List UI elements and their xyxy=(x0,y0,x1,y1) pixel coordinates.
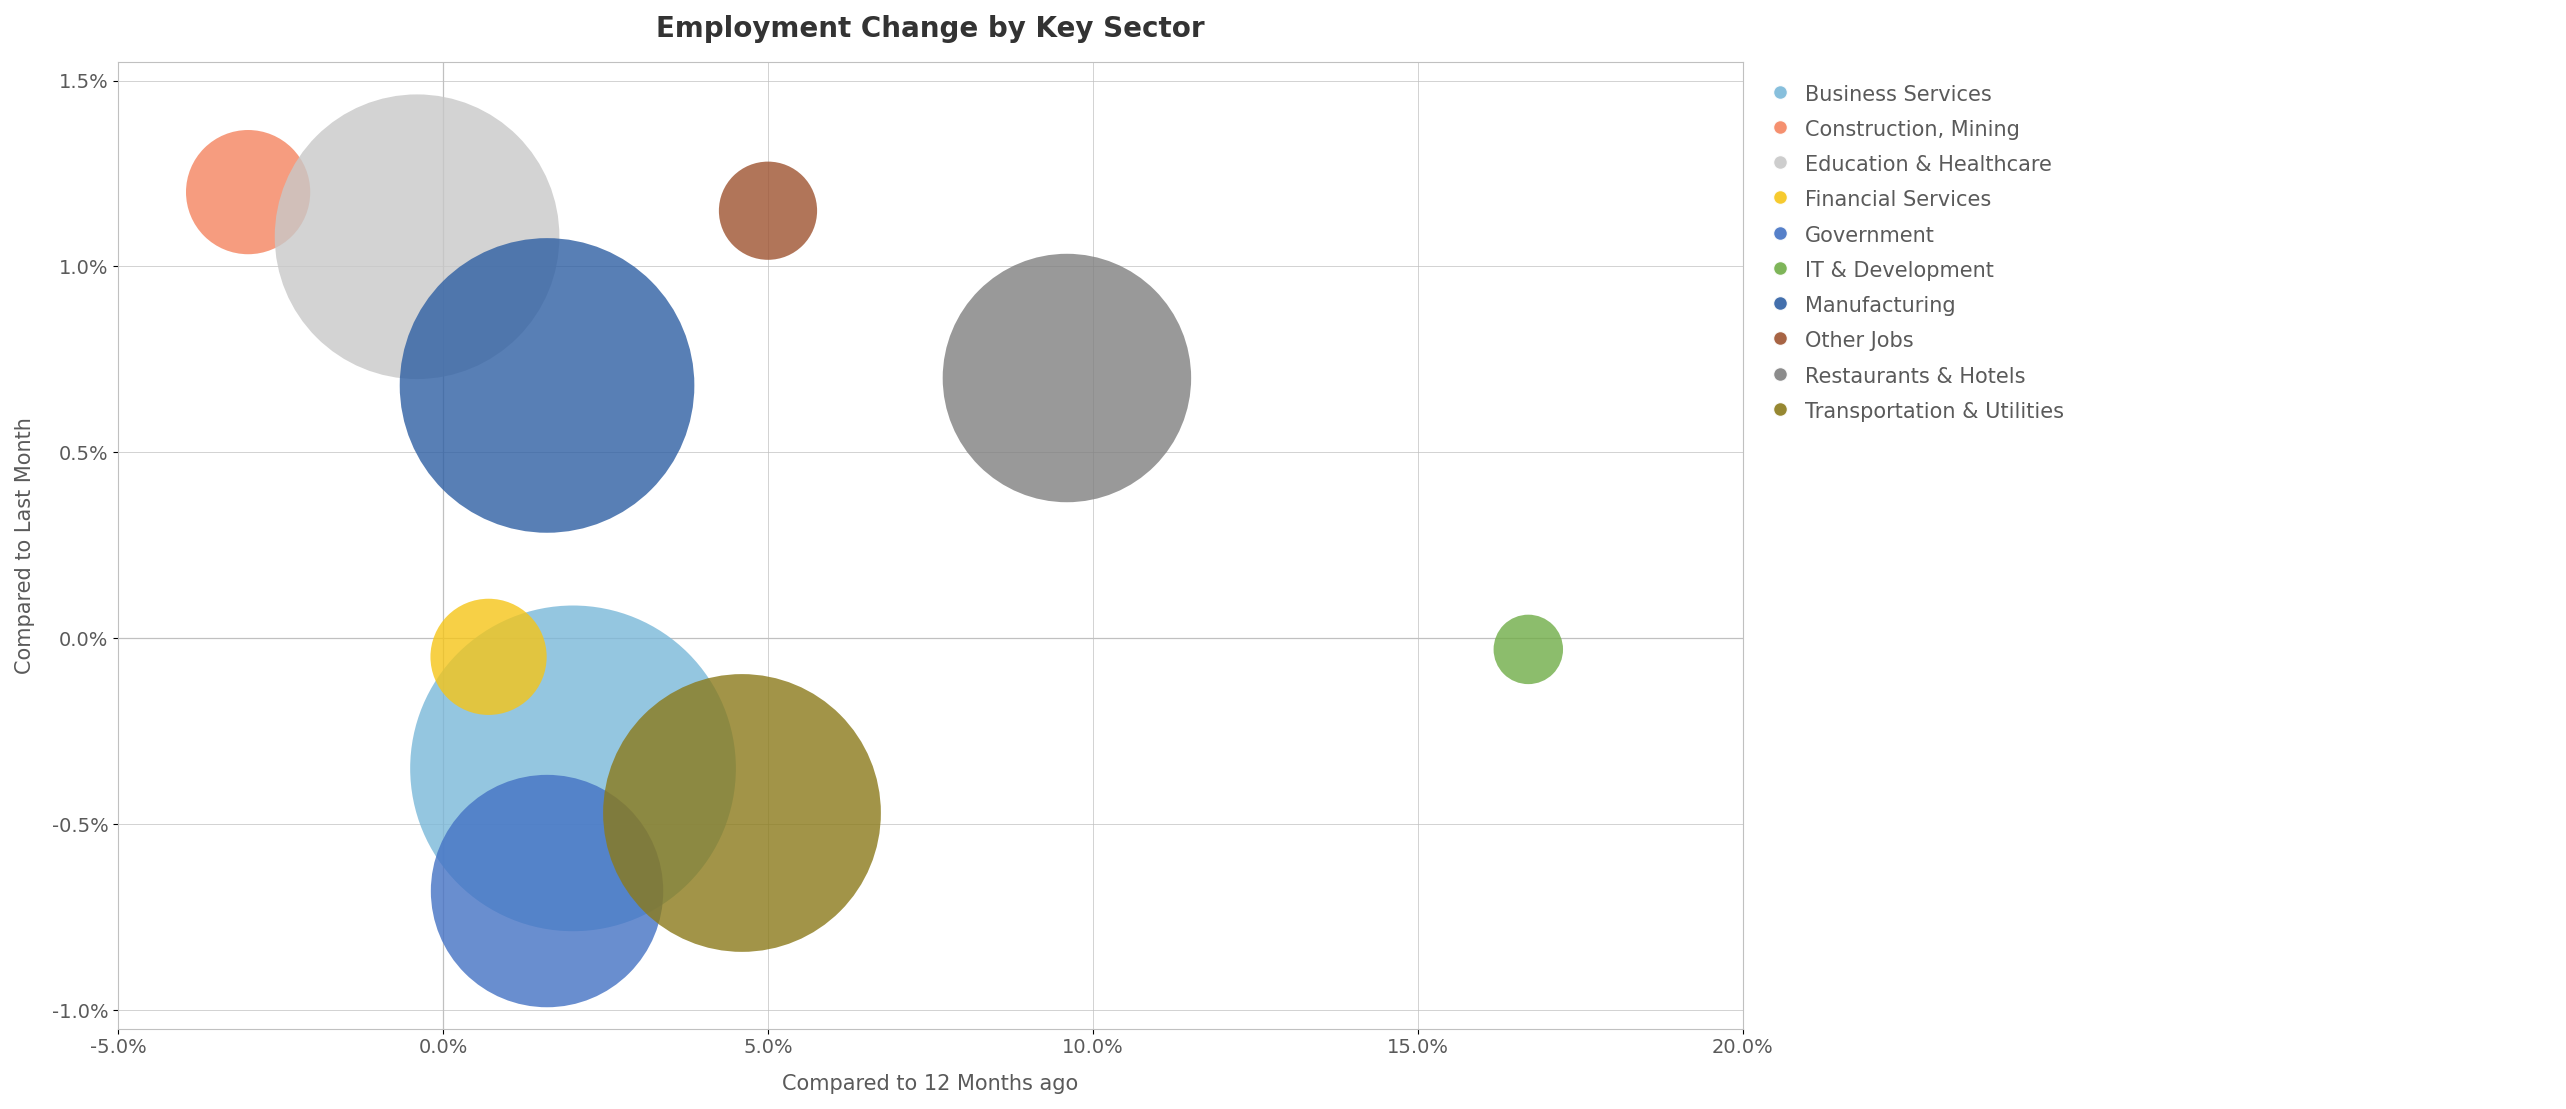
Title: Employment Change by Key Sector: Employment Change by Key Sector xyxy=(657,16,1206,43)
X-axis label: Compared to 12 Months ago: Compared to 12 Months ago xyxy=(783,1074,1078,1093)
Y-axis label: Compared to Last Month: Compared to Last Month xyxy=(15,417,36,674)
Point xyxy=(526,377,567,395)
Point xyxy=(398,227,439,245)
Point xyxy=(467,648,508,665)
Point xyxy=(1509,641,1550,659)
Legend: Business Services, Construction, Mining, Education & Healthcare, Financial Servi: Business Services, Construction, Mining,… xyxy=(1760,72,2073,433)
Point xyxy=(526,882,567,899)
Point xyxy=(1047,369,1088,387)
Point xyxy=(552,760,593,777)
Point xyxy=(228,183,269,201)
Point xyxy=(721,804,762,822)
Point xyxy=(747,202,788,220)
